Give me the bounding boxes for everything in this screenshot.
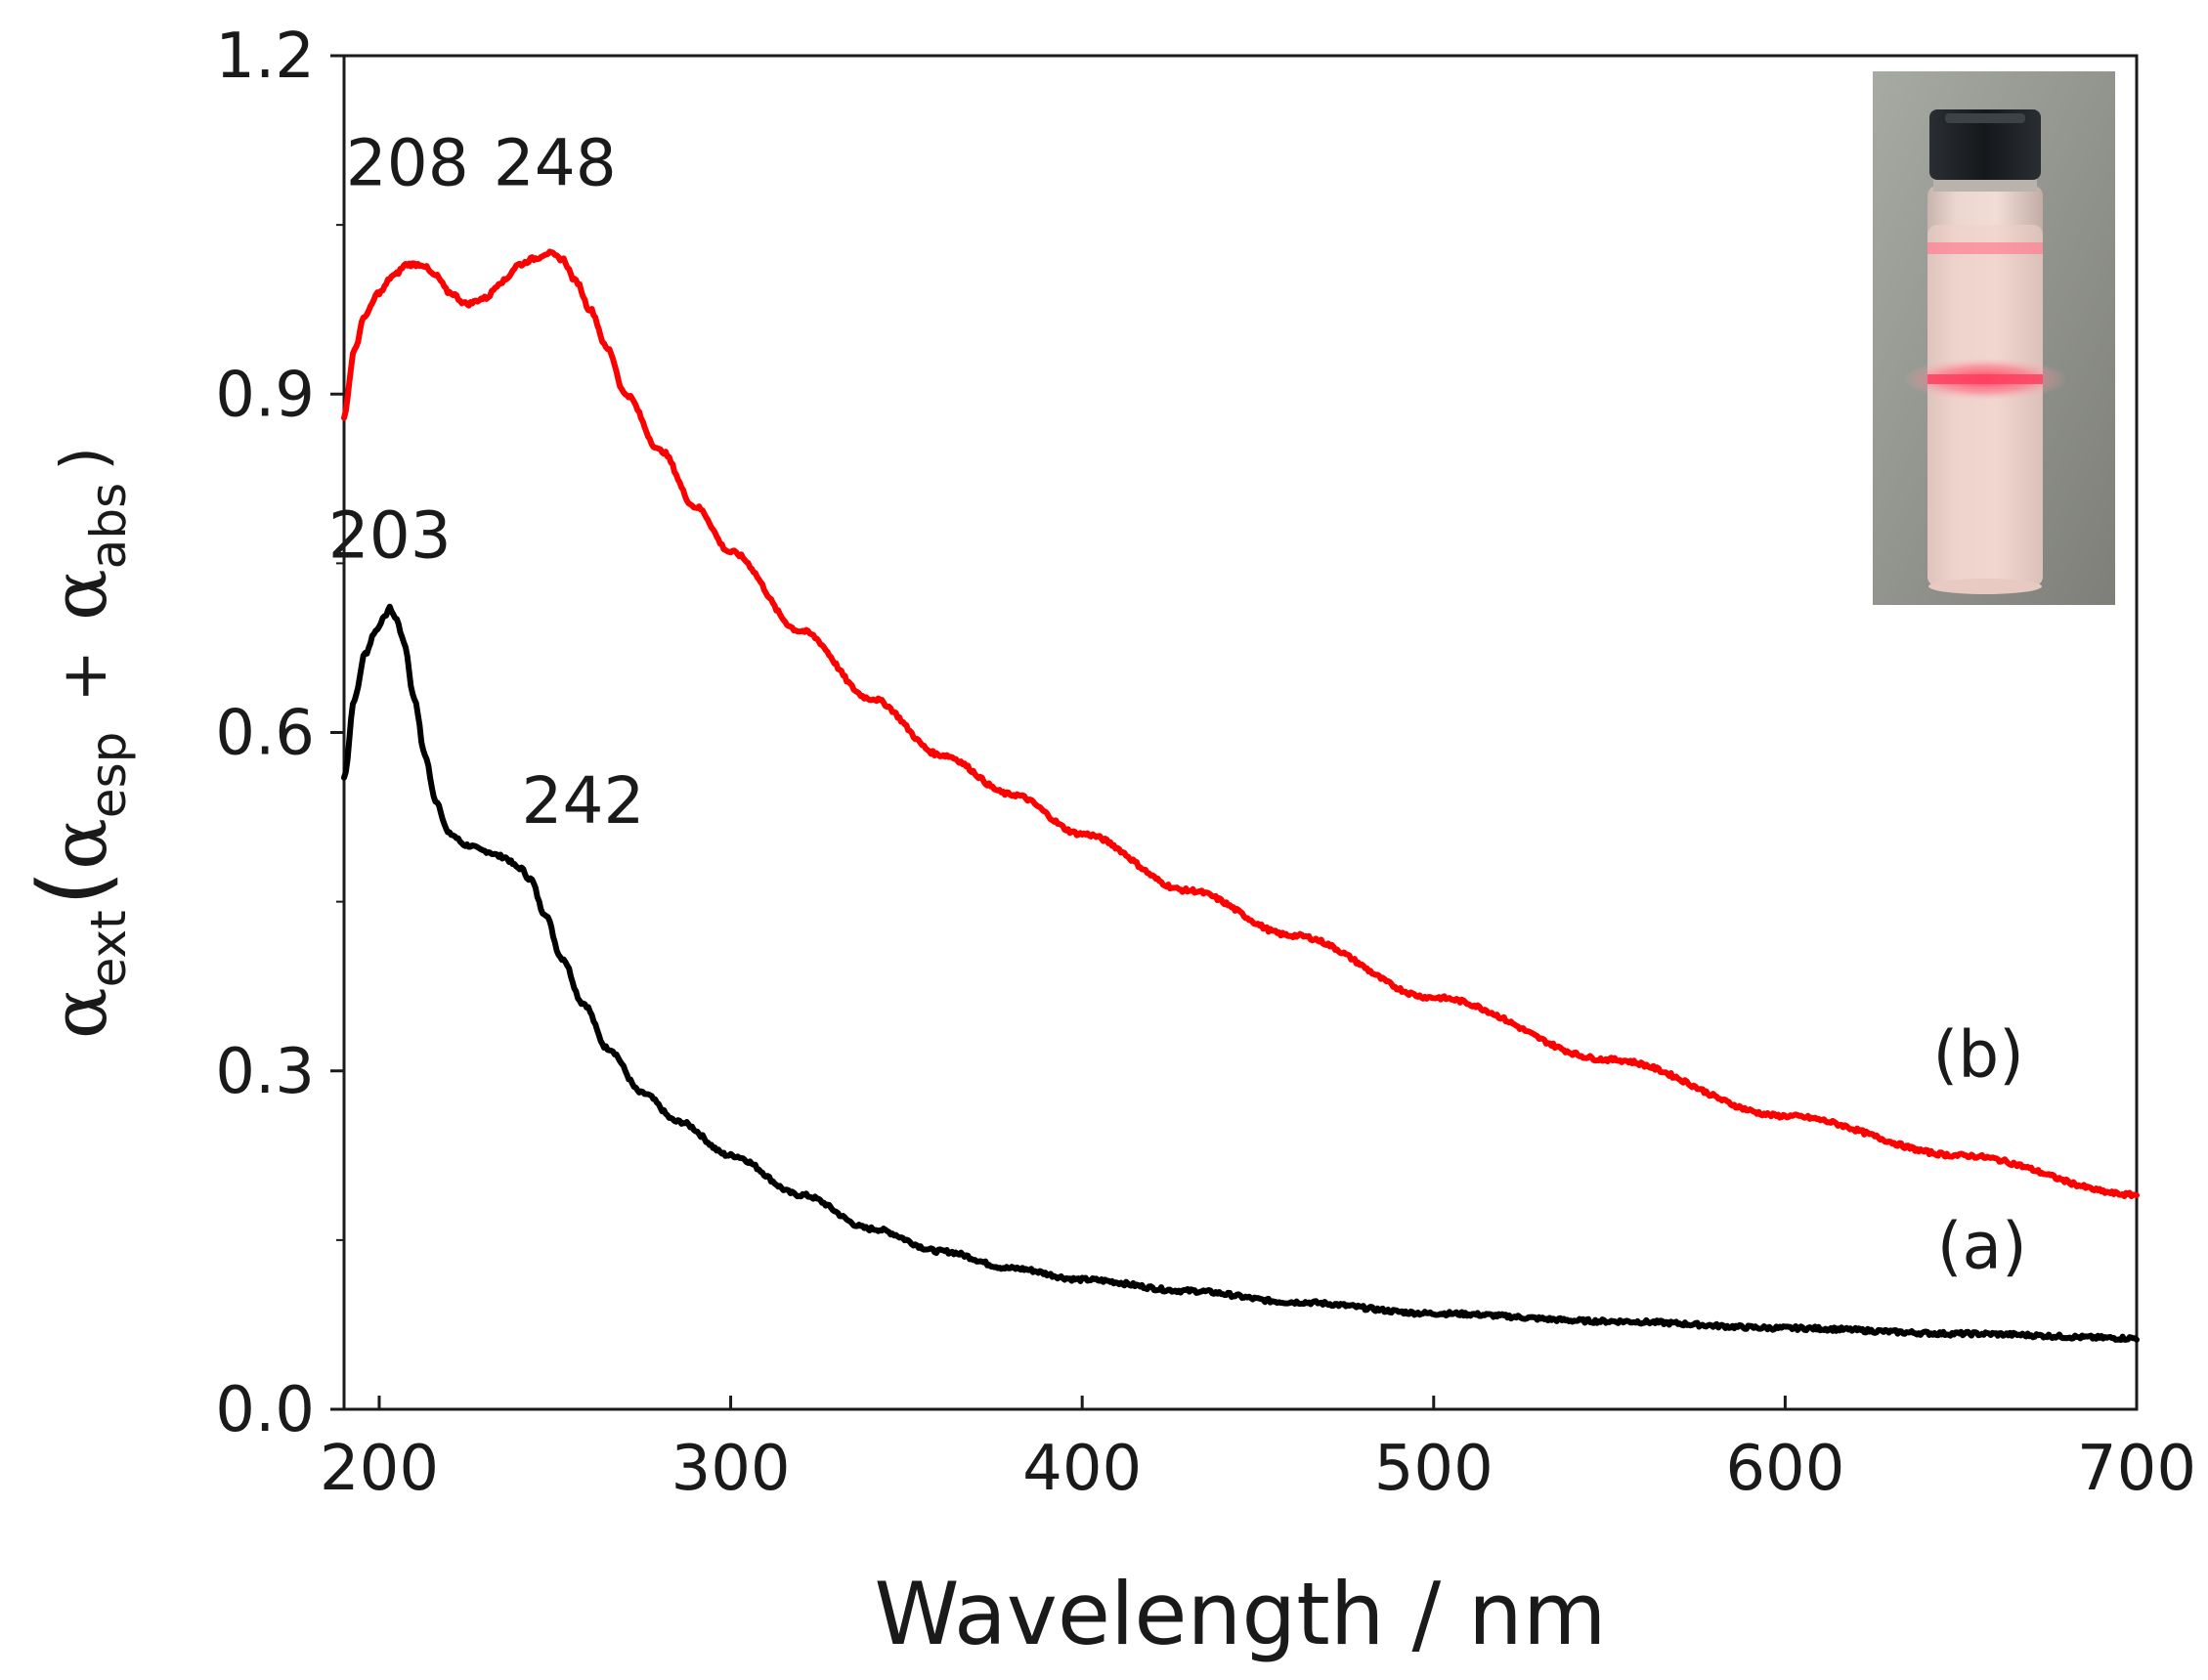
y-tick-label-0: 0.0	[215, 1374, 315, 1446]
y-tick-label-0.9: 0.9	[215, 359, 315, 431]
x-axis-label: Wavelength / nm	[874, 1564, 1606, 1664]
y-label-alpha-abs: α	[36, 569, 124, 621]
x-tick-label-300: 300	[671, 1433, 790, 1505]
y-label-alpha-ext: α	[36, 987, 124, 1039]
laser-line-top-icon	[1927, 242, 2043, 254]
x-tick-label-600: 600	[1725, 1433, 1844, 1505]
y-label-sub-abs: abs	[80, 483, 137, 569]
tick-marks	[330, 54, 2139, 1411]
x-tick-label-500: 500	[1374, 1433, 1494, 1505]
x-tick-label-200: 200	[320, 1433, 439, 1505]
annotation-242: 242	[522, 763, 645, 839]
annotation-208: 208	[346, 126, 469, 201]
series-layer	[341, 248, 2140, 1344]
vial-liquid-icon	[1927, 225, 2043, 586]
x-tick-label-700: 700	[2077, 1433, 2196, 1505]
y-tick-label-0.3: 0.3	[215, 1036, 315, 1108]
annotation-203: 203	[328, 498, 452, 574]
y-label-open-paren: (	[19, 870, 128, 906]
x-tick-label-400: 400	[1022, 1433, 1142, 1505]
vial-cap-rim-icon	[1945, 113, 2025, 123]
annotations: 208 248 203 242 (b) (a)	[328, 126, 2027, 1284]
annotation-248: 248	[494, 126, 617, 201]
tick-labels: 200 300 400 500 600 700 0.0 0.3 0.6 0.9 1.2	[215, 21, 2196, 1505]
y-tick-label-0.6: 0.6	[215, 698, 315, 770]
y-label-alpha-esp: α	[36, 818, 124, 870]
y-label-close-paren: )	[49, 447, 121, 471]
series-line-b	[341, 248, 2140, 1200]
y-label-plus: +	[49, 650, 121, 703]
vial-photo-inset	[1873, 71, 2115, 605]
vial-bottom-icon	[1928, 579, 2042, 594]
annotation-a: (a)	[1937, 1209, 2027, 1284]
series-line-a	[341, 603, 2140, 1344]
y-axis-label: αext(αesp+αabs)	[19, 447, 137, 1039]
svg-text:αext(αesp+αabs): αext(αesp+αabs)	[19, 447, 137, 1039]
laser-beam-icon	[1927, 374, 2043, 384]
vial-cap-icon	[1929, 109, 2041, 180]
y-tick-label-1.2: 1.2	[215, 21, 315, 93]
y-label-sub-esp: esp	[80, 732, 137, 819]
y-label-sub-ext: ext	[80, 910, 137, 987]
annotation-b: (b)	[1932, 1017, 2023, 1093]
